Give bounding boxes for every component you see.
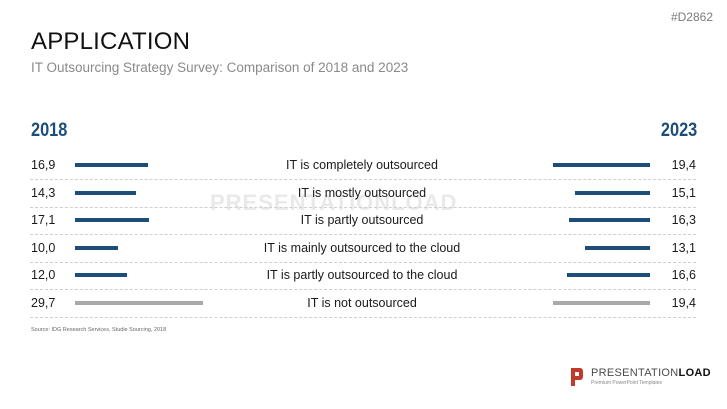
document-code: #D2862 bbox=[670, 10, 713, 24]
value-label-2023: 16,6 bbox=[671, 268, 696, 282]
value-label-2018: 14,3 bbox=[31, 185, 56, 200]
bar-2018 bbox=[75, 190, 137, 195]
watermark: PRESENTATIONLOAD bbox=[210, 190, 458, 215]
logo-tagline: Premium PowerPoint Templates bbox=[591, 380, 663, 386]
presentationload-logo: PRESENTATIONLOAD Premium PowerPoint Temp… bbox=[569, 366, 719, 396]
bar-2023 bbox=[567, 273, 650, 277]
value-label-2018: 12,0 bbox=[31, 268, 56, 282]
logo-mark-icon bbox=[571, 368, 583, 386]
value-label-2018: 10,0 bbox=[31, 240, 56, 255]
chart-row: 14,3 IT is mostly outsourced 15,1 bbox=[30, 180, 696, 208]
chart-row: 29,7 IT is not outsourced 19,4 bbox=[30, 290, 696, 318]
bar-2023 bbox=[584, 245, 650, 250]
value-label-2023: 16,3 bbox=[671, 213, 696, 227]
value-label-2023: 19,4 bbox=[671, 295, 696, 310]
value-label-2018: 29,7 bbox=[31, 295, 56, 310]
value-label-2023: 15,1 bbox=[671, 185, 696, 200]
category-label: IT is completely outsourced bbox=[286, 158, 438, 172]
logo-brand-light: PRESENTATION bbox=[591, 367, 679, 379]
category-label: IT is partly outsourced bbox=[300, 213, 424, 227]
bar-2018 bbox=[75, 218, 149, 222]
category-label: IT is not outsourced bbox=[307, 295, 417, 310]
chart-row: 12,0 IT is partly outsourced to the cloud… bbox=[30, 262, 696, 290]
bar-2018 bbox=[75, 245, 118, 250]
source-note: Source: IDG Research Services, Studie So… bbox=[31, 327, 167, 333]
page-title: APPLICATION bbox=[31, 28, 191, 55]
year-left-label: 2018 bbox=[31, 120, 68, 141]
bar-2023 bbox=[568, 218, 650, 222]
logo-brand: PRESENTATIONLOAD bbox=[591, 367, 711, 379]
category-label: IT is mainly outsourced to the cloud bbox=[263, 240, 461, 255]
chart-row: 17,1 IT is partly outsourced 16,3 bbox=[30, 207, 696, 235]
bar-2018 bbox=[75, 300, 203, 305]
value-label-2023: 19,4 bbox=[671, 158, 696, 172]
bar-2018 bbox=[75, 273, 127, 277]
value-label-2018: 16,9 bbox=[31, 158, 56, 172]
chart-row: 16,9 IT is completely outsourced 19,4 bbox=[30, 152, 696, 180]
bar-2018 bbox=[75, 163, 148, 167]
category-label: IT is partly outsourced to the cloud bbox=[266, 268, 458, 282]
bar-2023 bbox=[553, 300, 650, 305]
logo-brand-bold: LOAD bbox=[678, 367, 711, 379]
category-label: IT is mostly outsourced bbox=[297, 185, 427, 200]
bar-2023 bbox=[574, 190, 650, 195]
value-label-2018: 17,1 bbox=[31, 213, 56, 227]
page-subtitle: IT Outsourcing Strategy Survey: Comparis… bbox=[31, 60, 409, 75]
chart-row: 10,0 IT is mainly outsourced to the cloud… bbox=[30, 235, 696, 263]
value-label-2023: 13,1 bbox=[671, 240, 696, 255]
year-right-label: 2023 bbox=[660, 120, 697, 141]
bar-2023 bbox=[553, 163, 650, 167]
